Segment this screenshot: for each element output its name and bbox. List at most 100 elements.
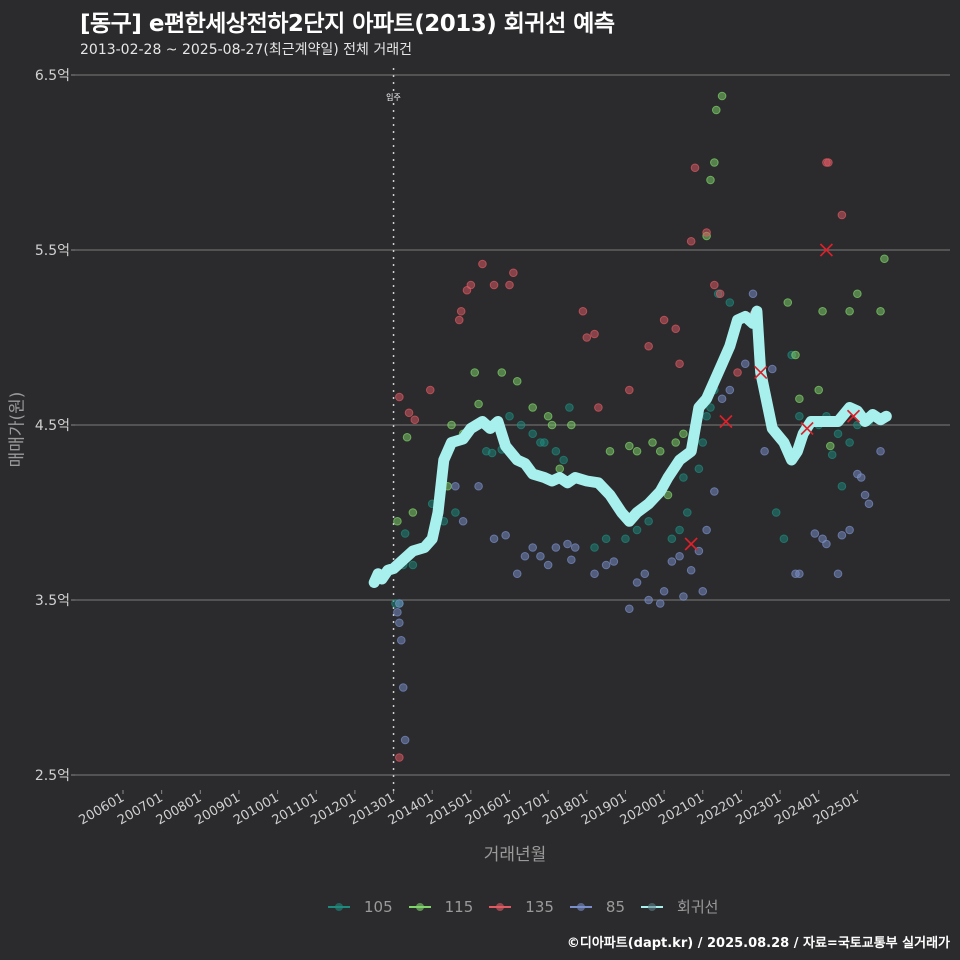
data-point-135	[505, 280, 514, 290]
data-point-115	[783, 298, 793, 307]
regression-curve	[368, 305, 892, 588]
data-point-85	[395, 618, 404, 628]
highlight-x-marker	[819, 243, 833, 257]
legend-label: 105	[364, 897, 393, 916]
data-point-135	[509, 268, 518, 278]
legend-item-135: 135	[487, 898, 554, 916]
data-point-85	[632, 578, 642, 587]
source-caption: ©디아파트(dapt.kr) / 2025.08.28 / 자료=국토교통부 실…	[566, 936, 950, 951]
scatter-points	[391, 91, 889, 762]
data-point-135	[702, 228, 711, 237]
data-point-115	[710, 158, 719, 167]
data-point-85	[740, 359, 750, 369]
data-point-135	[686, 236, 696, 246]
data-point-105	[632, 525, 642, 535]
legend-key-icon	[326, 901, 352, 913]
data-point-85	[609, 557, 619, 566]
data-point-135	[425, 385, 435, 395]
data-point-135	[395, 392, 404, 402]
data-point-105	[694, 464, 704, 474]
data-point-135	[489, 280, 499, 290]
data-point-115	[605, 446, 615, 456]
highlight-x-marker	[800, 421, 814, 436]
legend-item-regression: 회귀선	[639, 896, 718, 917]
legend-key-icon	[487, 901, 513, 913]
data-point-85	[655, 599, 665, 608]
data-point-135	[454, 315, 464, 325]
data-point-135	[690, 163, 700, 173]
data-point-115	[648, 438, 657, 447]
data-point-115	[711, 105, 721, 115]
data-point-135	[710, 280, 719, 290]
data-point-115	[655, 446, 665, 456]
data-point-85	[864, 499, 874, 509]
y-tick-label: 4.5억	[35, 418, 70, 434]
data-point-85	[400, 735, 410, 745]
legend-label: 115	[444, 897, 474, 916]
data-point-85	[845, 525, 854, 535]
data-point-85	[667, 557, 677, 566]
y-tick-label: 5.5억	[35, 243, 70, 259]
data-point-105	[551, 446, 561, 456]
data-point-105	[698, 438, 708, 447]
data-point-135	[590, 329, 599, 339]
data-point-115	[671, 438, 680, 447]
legend-item-115: 115	[407, 897, 474, 916]
data-point-135	[410, 415, 420, 425]
data-point-115	[474, 399, 483, 409]
data-point-85	[563, 539, 572, 549]
data-point-85	[398, 683, 408, 692]
data-point-85	[474, 481, 483, 491]
data-point-85	[795, 569, 804, 579]
highlight-markers	[684, 243, 861, 551]
data-point-115	[876, 306, 885, 316]
data-point-115	[814, 385, 824, 395]
data-point-85	[710, 487, 719, 496]
regression-line	[368, 305, 892, 588]
data-point-115	[706, 175, 715, 185]
data-point-135	[578, 306, 588, 316]
legend-item-85: 85	[568, 898, 625, 916]
data-point-85	[520, 551, 530, 561]
data-point-85	[458, 516, 468, 526]
legend-dot	[496, 902, 505, 911]
data-point-105	[539, 438, 549, 447]
legend-item-105: 105	[326, 898, 393, 916]
data-point-105	[528, 429, 537, 439]
data-point-85	[590, 569, 599, 579]
data-point-85	[725, 385, 735, 395]
data-point-115	[717, 91, 727, 101]
data-point-105	[400, 529, 410, 538]
data-point-105	[667, 534, 677, 544]
data-point-85	[748, 289, 758, 299]
data-point-85	[601, 560, 611, 570]
data-point-135	[456, 306, 466, 316]
y-tick-label: 6.5억	[35, 68, 70, 84]
data-point-105	[559, 455, 568, 465]
data-point-105	[833, 429, 843, 439]
data-point-115	[845, 306, 854, 316]
legend-dot	[648, 902, 657, 911]
data-point-105	[795, 411, 804, 421]
data-point-115	[853, 289, 862, 299]
data-point-85	[876, 446, 885, 456]
data-point-105	[682, 508, 692, 517]
data-point-85	[768, 364, 777, 374]
data-point-85	[567, 555, 576, 565]
data-point-85	[717, 394, 727, 404]
data-point-115	[818, 306, 827, 316]
data-point-85	[833, 569, 843, 579]
data-point-105	[702, 411, 711, 421]
highlight-x-marker	[846, 409, 861, 423]
data-point-115	[408, 508, 418, 517]
data-point-105	[565, 403, 574, 412]
data-point-85	[760, 446, 769, 456]
data-point-115	[512, 376, 522, 386]
data-point-135	[837, 210, 847, 220]
data-point-115	[679, 429, 688, 439]
chart-title: [동구] e편한세상전하2단지 아파트(2013) 회귀선 예측	[80, 11, 615, 37]
data-point-85	[702, 525, 711, 535]
legend-dot	[415, 902, 424, 911]
data-point-135	[625, 385, 634, 395]
